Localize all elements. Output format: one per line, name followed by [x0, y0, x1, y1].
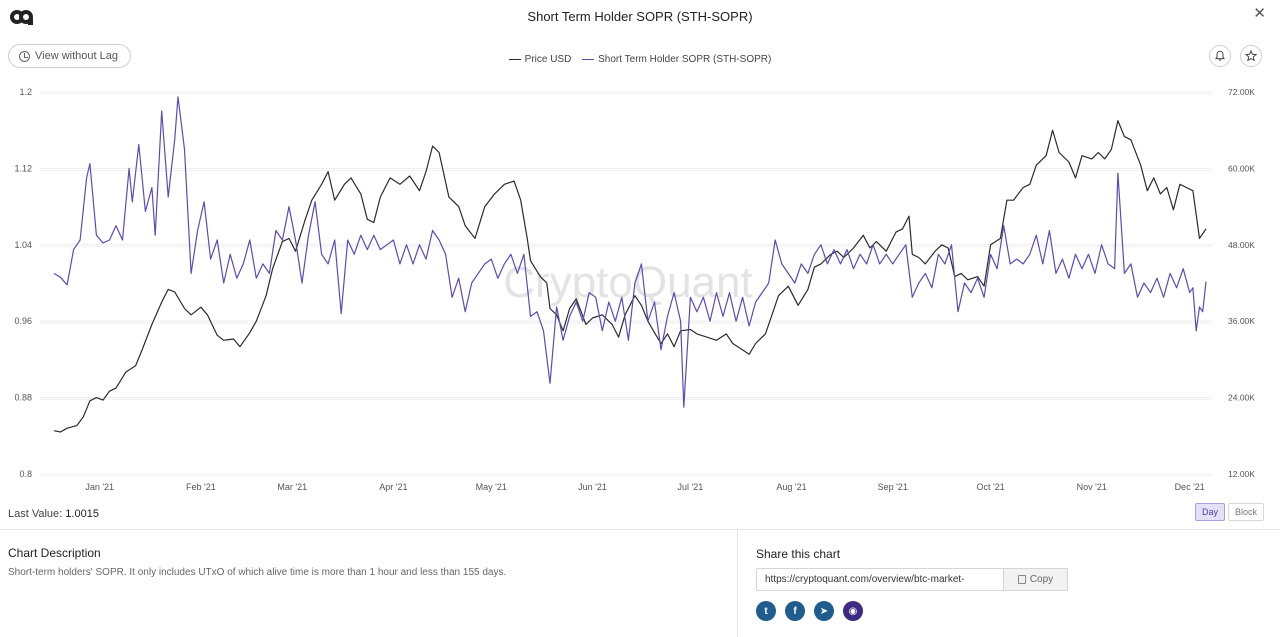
share-title: Share this chart: [756, 547, 841, 561]
y-right-tick-label: 48.00K: [1228, 240, 1255, 250]
y-right-tick-label: 72.00K: [1228, 87, 1255, 97]
twitter-share-button[interactable]: t: [756, 601, 776, 621]
x-tick-label: May '21: [476, 482, 507, 492]
sth-sopr-line: [53, 96, 1207, 408]
legend-label-price: Price USD: [524, 53, 572, 65]
legend-swatch-price: [508, 58, 521, 60]
y-left-tick-label: 0.96: [14, 316, 32, 326]
y-left-tick-label: 1.2: [19, 87, 32, 97]
x-tick-label: Sep '21: [878, 482, 908, 492]
twitter-icon: t: [764, 605, 768, 617]
telegram-share-button[interactable]: ➤: [814, 601, 834, 621]
cryptoquant-logo-icon: [10, 10, 33, 25]
chart-title: Short Term Holder SOPR (STH-SOPR): [527, 9, 753, 24]
legend-item-sopr[interactable]: Short Term Holder SOPR (STH-SOPR): [582, 54, 771, 65]
x-tick-label: Nov '21: [1077, 482, 1107, 492]
y-left-tick-label: 1.12: [14, 163, 32, 173]
day-toggle[interactable]: Day: [1195, 503, 1226, 521]
legend-label-sopr: Short Term Holder SOPR (STH-SOPR): [598, 53, 772, 65]
view-without-lag-label: View without Lag: [35, 50, 118, 62]
legend-item-price[interactable]: Price USD: [508, 53, 572, 65]
x-tick-label: Dec '21: [1175, 482, 1205, 492]
x-tick-label: Jan '21: [85, 482, 114, 492]
chart-description-title: Chart Description: [8, 546, 101, 560]
block-toggle[interactable]: Block: [1228, 503, 1265, 521]
y-right-tick-label: 36.00K: [1228, 316, 1255, 326]
copy-icon: [1017, 575, 1026, 584]
facebook-icon: f: [793, 605, 797, 617]
x-tick-label: Mar '21: [277, 482, 307, 492]
y-left-tick-label: 0.8: [19, 469, 32, 479]
facebook-share-button[interactable]: f: [785, 601, 805, 621]
share-url-input[interactable]: [756, 568, 1004, 591]
y-right-tick-label: 24.00K: [1228, 393, 1255, 403]
x-tick-label: Oct '21: [976, 482, 1004, 492]
price-usd-line: [53, 120, 1207, 433]
x-tick-label: Feb '21: [186, 482, 216, 492]
x-tick-label: Aug '21: [776, 482, 806, 492]
close-button[interactable]: ✕: [1253, 5, 1266, 22]
star-icon: [1245, 50, 1257, 62]
clock-icon: [19, 50, 30, 62]
copy-label: Copy: [1029, 574, 1054, 585]
telegram-icon: ➤: [819, 605, 829, 617]
screenshot-share-button[interactable]: ◉: [843, 601, 863, 621]
chart-description-text: Short-term holders' SOPR. It only includ…: [8, 567, 507, 578]
last-value-number: 1.0015: [65, 508, 99, 520]
y-left-tick-label: 0.88: [14, 393, 32, 403]
y-left-tick-label: 1.04: [14, 240, 32, 250]
x-tick-label: Jun '21: [578, 482, 607, 492]
legend-swatch-sopr: [582, 58, 595, 60]
y-right-tick-label: 60.00K: [1228, 163, 1255, 173]
y-right-tick-label: 12.00K: [1228, 469, 1255, 479]
alert-button[interactable]: [1209, 45, 1231, 67]
last-value-label: Last Value:: [8, 508, 63, 520]
watermark: CryptoQuant: [503, 258, 752, 307]
section-divider: [0, 529, 1280, 530]
camera-icon: ◉: [848, 605, 858, 617]
last-value: Last Value: 1.0015: [8, 508, 99, 520]
view-without-lag-button[interactable]: View without Lag: [8, 44, 131, 68]
x-tick-label: Apr '21: [379, 482, 407, 492]
bell-icon: [1215, 50, 1225, 61]
copy-button[interactable]: Copy: [1003, 568, 1068, 591]
x-tick-label: Jul '21: [678, 482, 704, 492]
column-divider: [737, 529, 738, 637]
sopr-chart[interactable]: CryptoQuant 0.8 0.88 0.96 1.04 1.12 1.2 12.00…: [0, 72, 1280, 500]
chart-legend: Price USD Short Term Holder SOPR (STH-SO…: [0, 52, 1280, 65]
favorite-button[interactable]: [1240, 45, 1262, 67]
